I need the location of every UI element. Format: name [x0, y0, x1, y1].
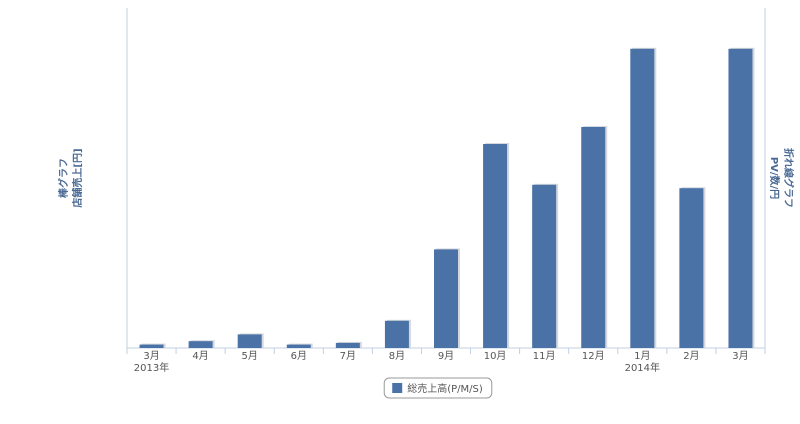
- y2-axis-title-line: 折れ線グラフ: [782, 148, 795, 208]
- y2-axis-title: 折れ線グラフ PV/数/円: [768, 148, 795, 208]
- x-tick-label: 11月: [533, 350, 556, 362]
- x-tick-label: 4月: [192, 350, 208, 362]
- x-tick-label: 12月: [582, 350, 605, 362]
- y2-axis-title-line: PV/数/円: [768, 157, 781, 199]
- x-tick-label: 3月: [732, 350, 748, 362]
- x-tick-label: 3月: [143, 350, 159, 362]
- y-axis-title-line: 棒グラフ: [57, 158, 70, 198]
- x-tick-label: 9月: [438, 350, 454, 362]
- x-tick-label: 6月: [291, 350, 307, 362]
- bar: [483, 144, 508, 348]
- x-tick-label: 5月: [242, 350, 258, 362]
- bar: [188, 341, 213, 348]
- bar: [630, 48, 655, 349]
- bar: [581, 127, 606, 348]
- bar: [286, 344, 311, 348]
- bar: [139, 344, 164, 348]
- y-axis-title-line: 店舗売上[円]: [71, 148, 84, 207]
- x-tick-label: 1月: [634, 350, 650, 362]
- bar: [532, 184, 557, 348]
- x-tick-label: 8月: [389, 350, 405, 362]
- year-label: 2013年: [134, 361, 169, 374]
- legend-swatch: [392, 383, 403, 393]
- bar: [384, 320, 409, 348]
- bar: [237, 334, 262, 348]
- legend: 総売上高(P/M/S): [383, 377, 493, 399]
- bar: [434, 249, 458, 348]
- y-axis-title: 棒グラフ 店舗売上[円]: [57, 148, 84, 207]
- year-label: 2014年: [625, 361, 660, 374]
- legend-box: [383, 377, 493, 399]
- x-tick-label: 2月: [683, 350, 699, 362]
- legend-label: 総売上高(P/M/S): [407, 382, 483, 395]
- x-tick-label: 7月: [340, 350, 356, 362]
- bar: [335, 342, 360, 348]
- bar: [728, 48, 753, 349]
- x-tick-label: 10月: [484, 350, 507, 362]
- bar: [679, 188, 704, 348]
